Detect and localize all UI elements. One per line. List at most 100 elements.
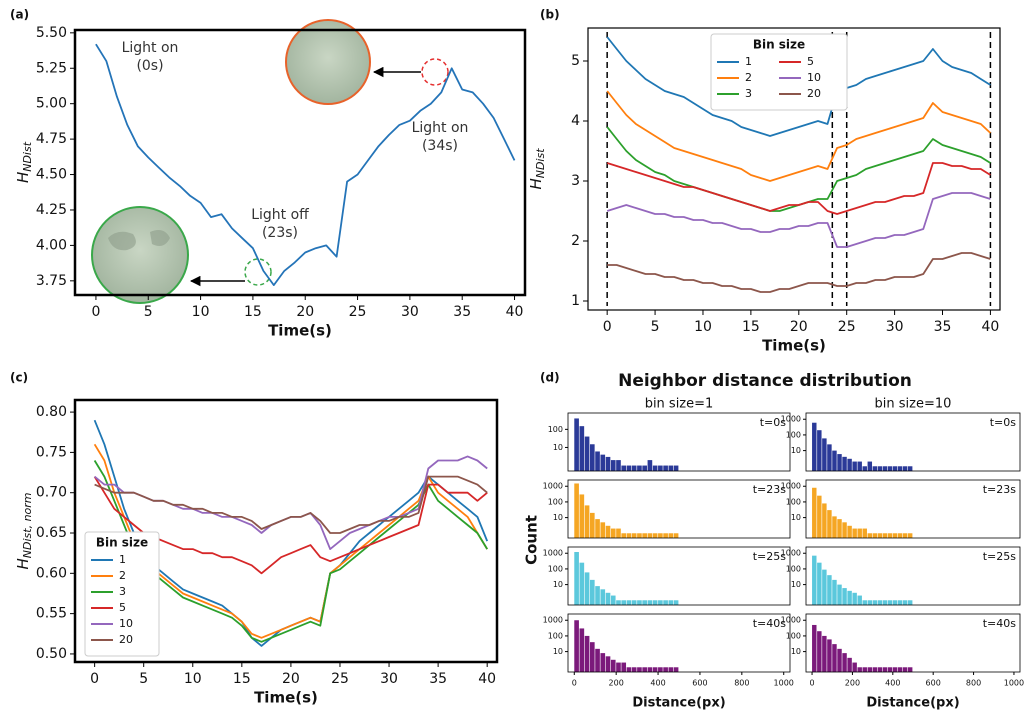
plot-frame	[805, 479, 1021, 539]
column-title: bin size=10	[875, 397, 952, 412]
data-line	[607, 252, 991, 293]
x-tick-label: 0	[90, 671, 99, 687]
histogram-bar	[621, 465, 627, 471]
x-tick-label: 10	[192, 304, 210, 320]
histogram-bar	[887, 600, 893, 605]
x-tick-label: 40	[506, 304, 524, 320]
y-tick-label: 10	[791, 513, 801, 522]
plot-frame	[567, 412, 791, 472]
histogram-bar	[907, 600, 913, 605]
y-tick-label: 4.00	[36, 237, 67, 253]
histogram-bar	[647, 460, 653, 471]
x-tick-label: 10	[694, 319, 712, 335]
panel-time-label: t=25s	[753, 550, 787, 563]
column-title: bin size=1	[645, 397, 714, 412]
annotation: Light off	[251, 207, 309, 223]
histogram-bar	[652, 533, 658, 538]
histogram-bar	[842, 653, 847, 672]
histogram-bar	[673, 533, 679, 538]
y-tick-label: 0.80	[36, 404, 67, 420]
histogram-bar	[600, 454, 606, 471]
histogram-bar	[902, 466, 908, 471]
histogram-bar	[862, 667, 867, 672]
histogram-bar	[637, 533, 642, 538]
data-line	[606, 192, 991, 248]
histogram-bar	[579, 426, 585, 471]
histogram-bar	[892, 600, 898, 605]
histogram-bar	[902, 600, 908, 605]
histogram-bar	[862, 600, 867, 605]
histogram-bar	[589, 512, 595, 538]
histogram-bar	[647, 667, 653, 672]
y-tick-label: 3	[571, 173, 580, 189]
histogram-bar	[642, 667, 647, 672]
y-tick-label: 1000	[781, 616, 801, 625]
histogram-bar	[867, 600, 873, 605]
histogram-bar	[589, 444, 595, 471]
histogram-bar	[600, 653, 606, 672]
y-tick-label: 1000	[781, 482, 801, 491]
histogram-bar	[832, 579, 837, 605]
histogram-bar	[847, 657, 852, 672]
histogram-bar	[847, 458, 852, 471]
histogram-bar	[827, 575, 832, 605]
inset-texture	[108, 230, 170, 251]
histogram-bar	[673, 600, 679, 605]
histogram-bar	[584, 635, 590, 672]
y-tick-label: 100	[548, 425, 563, 434]
panel-time-label: t=0s	[990, 416, 1017, 429]
histogram-bar	[902, 667, 908, 672]
histogram-bar	[610, 659, 616, 672]
plot-frame	[73, 398, 499, 664]
histogram-bar	[663, 600, 668, 605]
histogram-bar	[668, 533, 674, 538]
y-tick-label: 100	[786, 497, 801, 506]
histogram-bar	[857, 667, 862, 672]
y-tick-label: 10	[553, 647, 563, 656]
x-tick-label: 30	[886, 319, 904, 335]
inset-image	[91, 206, 189, 304]
histogram-bar	[600, 589, 606, 605]
data-line	[606, 36, 991, 137]
histogram-bar	[574, 620, 579, 672]
y-tick-label: 1000	[543, 482, 563, 491]
y-tick-label: 10	[791, 580, 801, 589]
histogram-bar	[663, 667, 668, 672]
y-tick-label: 100	[548, 631, 563, 640]
histogram-bar	[595, 519, 600, 538]
plot-frame	[73, 28, 527, 297]
histogram-bar	[852, 461, 857, 471]
x-tick-label: 0	[572, 679, 577, 688]
legend-label: 5	[119, 601, 126, 614]
histogram-bar	[822, 635, 827, 672]
panel-label: (a)	[10, 8, 29, 22]
x-tick-label: 35	[453, 304, 471, 320]
legend-label: 3	[119, 585, 126, 598]
histogram-bar	[631, 600, 637, 605]
histogram-bar	[907, 667, 913, 672]
histogram-bar	[837, 584, 842, 605]
annotation: Light on	[412, 120, 469, 136]
histogram-bar	[812, 487, 817, 538]
data-line	[93, 476, 488, 575]
x-tick-label: 30	[401, 304, 419, 320]
y-axis-label-subscript: NDist, norm	[21, 492, 34, 558]
histogram-bar	[897, 466, 903, 471]
histogram-bar	[631, 465, 637, 471]
histogram-bar	[642, 600, 647, 605]
y-tick-label: 3.75	[36, 273, 67, 289]
y-axis-label-main: H	[14, 558, 32, 569]
panel-time-label: t=25s	[983, 550, 1017, 563]
histogram-bar	[852, 528, 857, 538]
x-tick-label: 800	[734, 679, 749, 688]
x-tick-label: 25	[838, 319, 856, 335]
y-tick-label: 10	[791, 647, 801, 656]
panel-label: (c)	[10, 371, 28, 385]
histogram-bar	[862, 528, 867, 538]
panel-label: (d)	[540, 371, 560, 385]
y-tick-label: 0.65	[36, 525, 67, 541]
x-axis-label: Distance(px)	[632, 696, 725, 711]
plot-frame	[805, 546, 1021, 606]
y-axis-label: HNDist	[527, 148, 548, 190]
